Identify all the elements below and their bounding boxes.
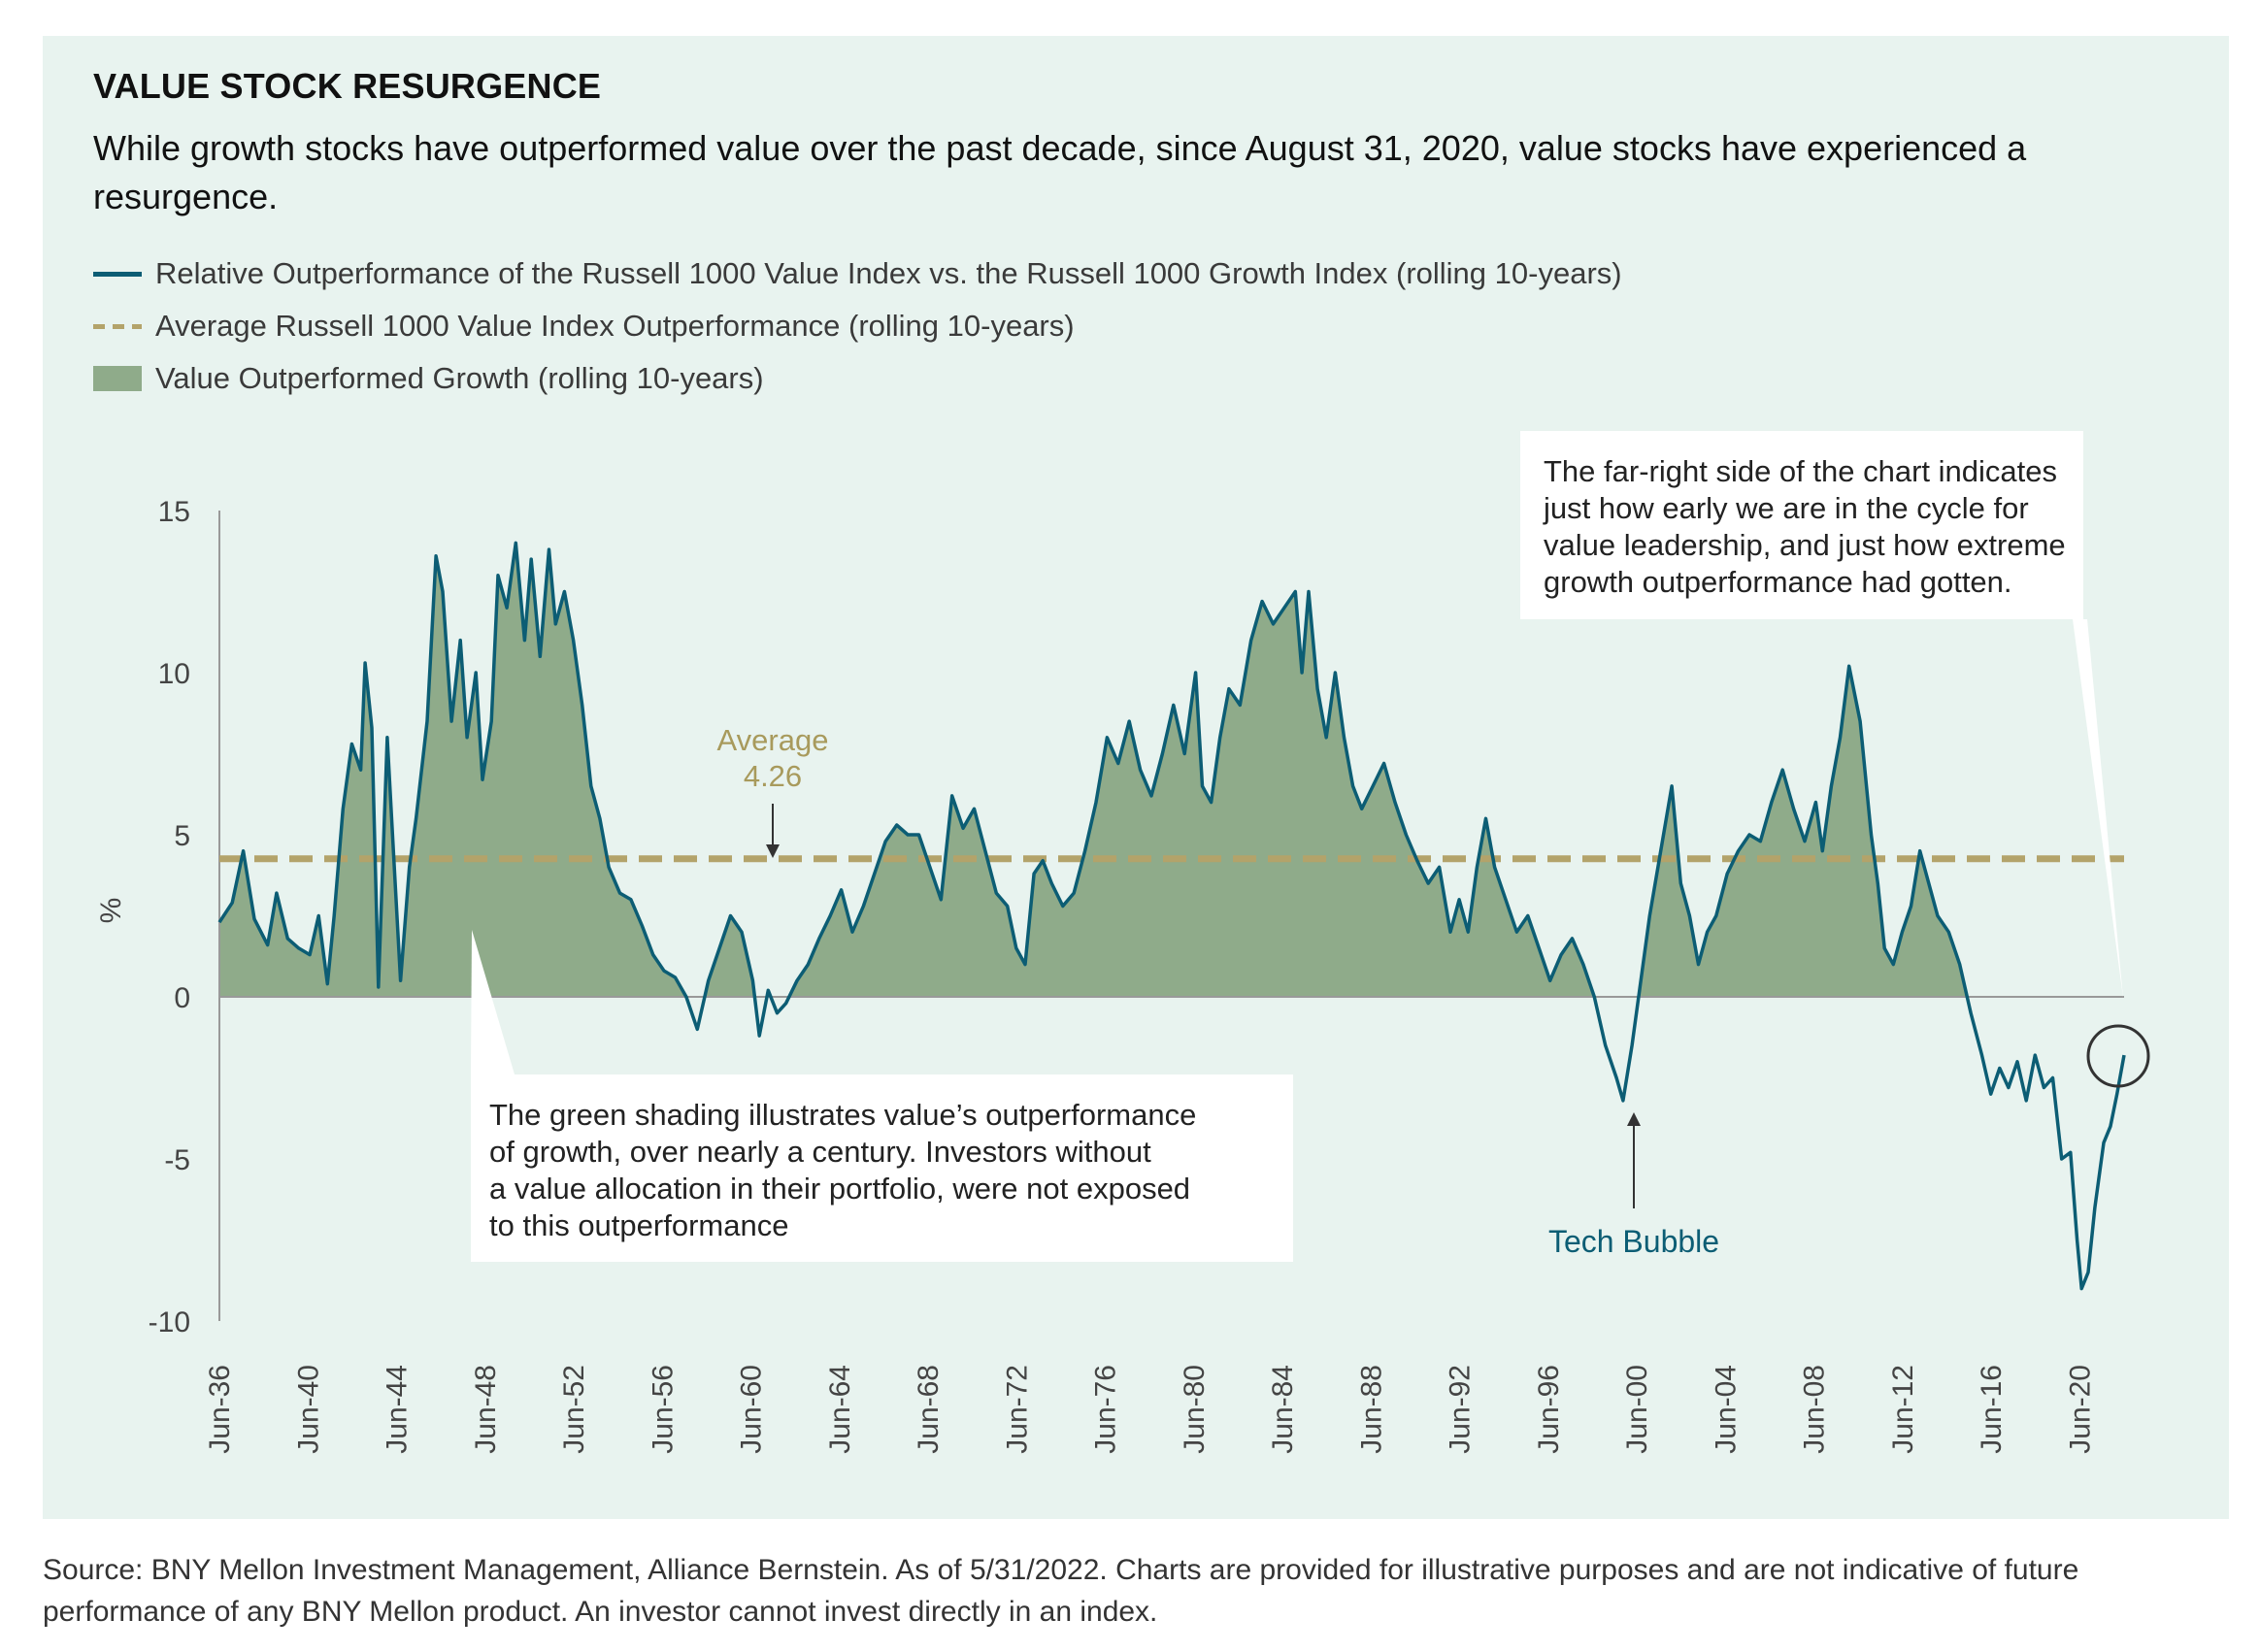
average-value: 4.26 (744, 759, 802, 793)
legend-area-swatch (93, 366, 142, 391)
x-tick-label: Jun-52 (558, 1365, 590, 1454)
top-callout-text: just how early we are in the cycle for (1543, 491, 2029, 525)
legend-area-label: Value Outperformed Growth (rolling 10-ye… (155, 361, 764, 395)
source-note: Source: BNY Mellon Investment Management… (43, 1554, 2079, 1628)
y-axis-label: % (95, 898, 127, 924)
legend-item-dashed: Average Russell 1000 Value Index Outperf… (93, 307, 1075, 346)
x-tick-label: Jun-20 (2064, 1365, 2096, 1454)
y-tick-label: -5 (164, 1144, 190, 1176)
x-tick-label: Jun-60 (736, 1365, 768, 1454)
tech-bubble-arrowhead (1627, 1112, 1641, 1126)
y-tick-label: 15 (158, 496, 190, 528)
x-tick-label: Jun-80 (1179, 1365, 1211, 1454)
x-tick-label: Jun-84 (1267, 1365, 1299, 1454)
x-tick-label: Jun-48 (470, 1365, 502, 1454)
legend-dashed-swatch (93, 323, 142, 329)
x-tick-label: Jun-92 (1445, 1365, 1477, 1454)
x-tick-label: Jun-96 (1533, 1365, 1565, 1454)
chart-title: VALUE STOCK RESURGENCE (93, 66, 602, 106)
legend-item-area: Value Outperformed Growth (rolling 10-ye… (93, 359, 764, 398)
bottom-callout-pointer (471, 930, 515, 1074)
x-tick-label: Jun-64 (824, 1365, 856, 1454)
bottom-callout-box (471, 1074, 1293, 1262)
bottom-callout-text: to this outperformance (489, 1208, 788, 1242)
x-tick-label: Jun-00 (1621, 1365, 1653, 1454)
x-tick-label: Jun-76 (1090, 1365, 1122, 1454)
x-tick-label: Jun-08 (1799, 1365, 1831, 1454)
top-callout-text: value leadership, and just how extreme (1544, 528, 2066, 562)
x-tick-label: Jun-88 (1355, 1365, 1387, 1454)
top-callout-text: The far-right side of the chart indicate… (1544, 454, 2057, 488)
x-tick-label: Jun-68 (913, 1365, 945, 1454)
legend-dashed-label: Average Russell 1000 Value Index Outperf… (155, 309, 1075, 343)
bottom-callout-text: of growth, over nearly a century. Invest… (489, 1135, 1151, 1169)
legend-line-label: Relative Outperformance of the Russell 1… (155, 256, 1622, 290)
y-tick-label: 0 (174, 982, 190, 1014)
x-tick-label: Jun-72 (1001, 1365, 1033, 1454)
average-arrowhead (766, 844, 780, 858)
chart-subtitle: While growth stocks have outperformed va… (93, 128, 2027, 216)
outperformance-area (219, 543, 2124, 997)
x-tick-label: Jun-56 (647, 1365, 679, 1454)
x-tick-label: Jun-16 (1976, 1365, 2008, 1454)
x-tick-label: Jun-44 (382, 1365, 414, 1454)
y-tick-label: 10 (158, 658, 190, 690)
legend-item-line: Relative Outperformance of the Russell 1… (93, 254, 1622, 293)
average-label: Average (717, 723, 829, 757)
y-tick-label: -10 (149, 1306, 190, 1338)
x-tick-label: Jun-04 (1710, 1365, 1742, 1454)
y-tick-label: 5 (174, 820, 190, 852)
legend-line-swatch (93, 271, 142, 277)
x-tick-label: Jun-36 (204, 1365, 236, 1454)
x-tick-label: Jun-12 (1887, 1365, 1919, 1454)
top-callout-box (1520, 431, 2083, 619)
value-vs-growth-line (217, 541, 2126, 1291)
latest-point-circle (2086, 1024, 2150, 1088)
top-callout-text: growth outperformance had gotten. (1544, 565, 2012, 599)
tech-bubble-label: Tech Bubble (1548, 1224, 1719, 1259)
top-callout-pointer (2073, 619, 2123, 998)
bottom-callout-text: The green shading illustrates value’s ou… (489, 1098, 1196, 1132)
bottom-callout-text: a value allocation in their portfolio, w… (489, 1172, 1190, 1206)
x-tick-label: Jun-40 (292, 1365, 324, 1454)
